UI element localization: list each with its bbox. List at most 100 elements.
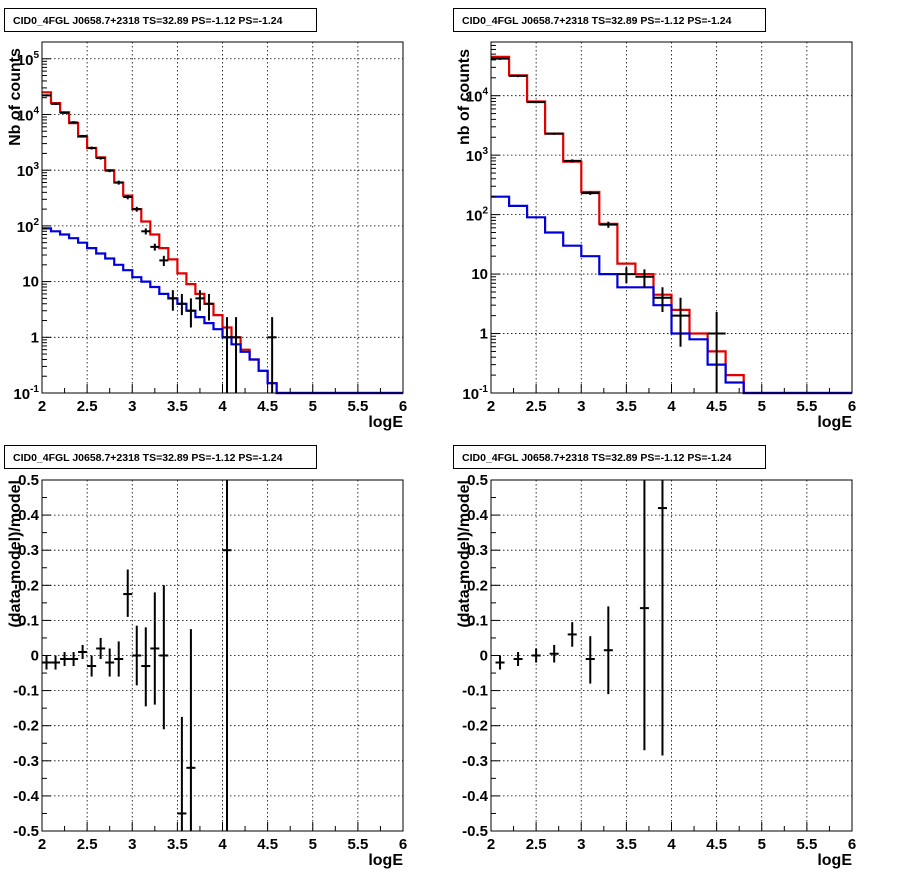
panel-title-4: CID0_4FGL J0658.7+2318 TS=32.89 PS=-1.12… [453, 445, 766, 469]
data-point [491, 57, 510, 60]
data-point [531, 648, 541, 663]
x-axis-label: logE [368, 414, 403, 431]
data-point [60, 111, 70, 114]
x-tick-label: 5.5 [796, 398, 817, 415]
data-point [69, 121, 79, 124]
y-tick-label: 0.3 [18, 542, 39, 559]
data-point [69, 651, 79, 667]
data-point [186, 629, 196, 831]
x-tick-label: 4 [667, 836, 676, 853]
x-tick-label: 2.5 [526, 398, 547, 415]
data-point [150, 592, 160, 705]
y-tick-label: 104 [17, 105, 40, 124]
x-tick-label: 2.5 [77, 836, 98, 853]
data-point [105, 169, 115, 173]
y-tick-label: 0.4 [467, 507, 489, 524]
data-point [78, 644, 88, 660]
data-point [527, 101, 546, 104]
x-tick-label: 3.5 [616, 398, 637, 415]
y-axis-label: Nb of counts [7, 48, 24, 146]
data-point [177, 293, 187, 316]
panel-title-2: CID0_4FGL J0658.7+2318 TS=32.89 PS=-1.12… [453, 8, 766, 32]
y-tick-label: 0 [31, 648, 39, 665]
x-tick-label: 4 [218, 836, 227, 853]
y-tick-label: -0.3 [462, 753, 488, 770]
y-tick-label: -0.2 [13, 718, 39, 735]
y-tick-label: 105 [17, 50, 40, 69]
y-tick-label: 103 [17, 161, 40, 180]
y-tick-label: -0.1 [13, 683, 39, 700]
x-tick-label: 3 [577, 836, 585, 853]
data-point [42, 655, 52, 670]
data-point [653, 287, 672, 313]
y-tick-label: 0.1 [18, 612, 39, 629]
x-tick-label: 4 [667, 398, 676, 415]
data-point [267, 317, 277, 393]
data-point [51, 655, 61, 670]
data-point [168, 290, 178, 311]
x-tick-label: 2.5 [77, 398, 98, 415]
y-axis-label: nb of counts [456, 49, 473, 145]
y-tick-label: 0.2 [467, 577, 488, 594]
x-tick-label: 3.5 [167, 398, 188, 415]
data-point [123, 569, 133, 617]
data-point [51, 102, 61, 105]
data-point [159, 255, 169, 267]
x-tick-label: 4.5 [257, 836, 278, 853]
data-point [567, 622, 577, 647]
x-tick-label: 4.5 [706, 398, 727, 415]
x-tick-label: 5 [309, 398, 317, 415]
x-tick-label: 3 [577, 398, 585, 415]
data-point [204, 293, 214, 321]
y-tick-label: -0.5 [13, 823, 39, 840]
y-tick-label: -0.2 [462, 718, 488, 735]
data-point [671, 297, 690, 347]
data-point [123, 194, 133, 200]
data-point [563, 159, 582, 163]
data-point [186, 298, 196, 328]
y-tick-label: -0.1 [462, 683, 488, 700]
y-tick-label: 1 [31, 329, 39, 346]
chart-4: 2 2.5 3 3.5 4 4.5 5 5.5 6 -0.5 -0.4 -0.3 -0.2 -0.1 0 0.… [456, 472, 856, 869]
data-point [513, 651, 523, 667]
x-tick-label: 2 [38, 836, 46, 853]
data-point [159, 585, 169, 730]
y-tick-label: 10-1 [462, 384, 488, 403]
y-tick-label: -0.3 [13, 753, 39, 770]
x-tick-label: 2 [487, 398, 495, 415]
data-point [87, 146, 97, 150]
x-tick-label: 2 [38, 398, 46, 415]
data-point [509, 74, 528, 78]
x-tick-label: 4 [218, 398, 227, 415]
y-axis-label: (data-model)/model [456, 480, 473, 628]
data-point [87, 655, 97, 677]
x-tick-label: 3 [128, 836, 136, 853]
data-point [195, 290, 205, 311]
data-point [545, 132, 564, 135]
chart-2: 2 2.5 3 3.5 4 4.5 5 5.5 6 10-1 1 10 102 103 104 logE nb … [456, 41, 856, 431]
data-point [599, 221, 618, 228]
data-point [581, 191, 600, 195]
data-point [222, 317, 232, 393]
x-tick-label: 5.5 [347, 398, 368, 415]
data-point [42, 94, 52, 97]
data-point [114, 180, 124, 185]
y-tick-label: -0.4 [462, 788, 489, 805]
data-point [707, 312, 726, 393]
y-tick-label: 0.5 [467, 472, 488, 489]
data-point [96, 156, 106, 160]
data-point [177, 716, 187, 831]
x-axis-label: logE [817, 852, 852, 869]
x-tick-label: 5.5 [347, 836, 368, 853]
panel-title-3: CID0_4FGL J0658.7+2318 TS=32.89 PS=-1.12… [4, 445, 317, 469]
x-tick-label: 2.5 [526, 836, 547, 853]
chart-3: 2 2.5 3 3.5 4 4.5 5 5.5 6 -0.5 -0.4 -0.3 -0.2 -0.1 0 0.… [7, 472, 407, 869]
y-axis-label: (data-model)/model [7, 480, 24, 628]
y-tick-label: 104 [466, 87, 489, 106]
y-tick-label: 102 [466, 206, 489, 225]
y-tick-label: -0.4 [13, 788, 40, 805]
y-tick-label: 0 [480, 648, 488, 665]
x-tick-label: 5 [758, 398, 766, 415]
y-tick-label: 0.5 [18, 472, 39, 489]
data-point [150, 243, 160, 251]
